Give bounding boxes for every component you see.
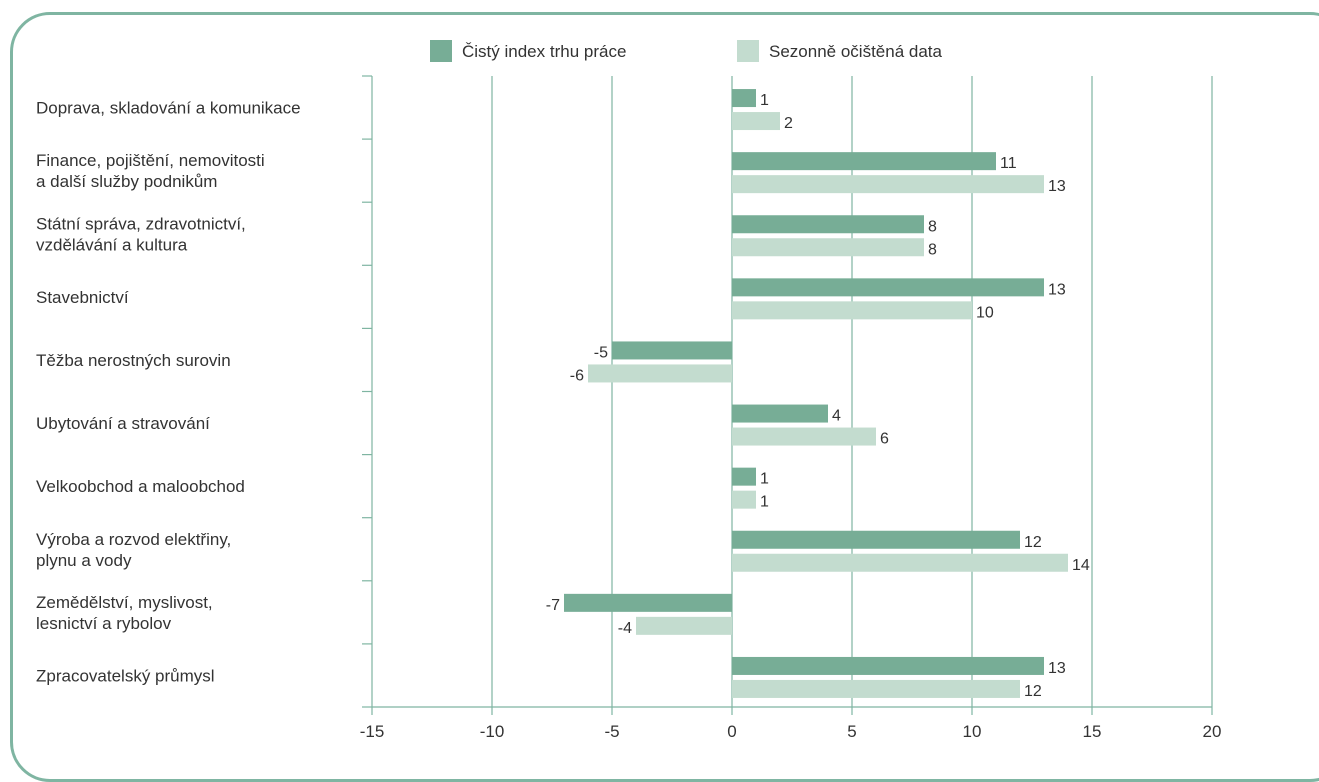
data-label: 8 xyxy=(928,241,937,258)
bar-index xyxy=(732,656,1044,675)
x-tick-label: 20 xyxy=(1203,722,1222,741)
category-label: Těžba nerostných surovin xyxy=(36,351,231,370)
category-label: Doprava, skladování a komunikace xyxy=(36,99,301,118)
category-label: Státní správa, zdravotnictví, xyxy=(36,214,246,233)
category-label: Zpracovatelský průmysl xyxy=(36,666,215,685)
bar-index xyxy=(564,593,732,612)
data-label: -5 xyxy=(594,344,608,361)
bar-index xyxy=(732,152,996,171)
category-label: a další služby podnikům xyxy=(36,172,217,191)
bar-index xyxy=(612,341,732,360)
bar-index xyxy=(732,215,924,234)
category-label: lesnictví a rybolov xyxy=(36,614,172,633)
category-label: vzdělávání a kultura xyxy=(36,235,188,254)
bar-index xyxy=(732,467,756,486)
data-label: 12 xyxy=(1024,683,1042,700)
x-tick-label: 0 xyxy=(727,722,736,741)
bar-chart: -15 -10 -5 0 5 10 15 20 Doprava, skladování a ko… xyxy=(36,40,1222,741)
bar-seasonal xyxy=(732,238,924,257)
category-label: Finance, pojištění, nemovitosti xyxy=(36,151,265,170)
x-tick-label: -10 xyxy=(480,722,505,741)
data-label: 4 xyxy=(832,408,841,425)
legend-swatch xyxy=(737,40,759,62)
x-tick-label: 10 xyxy=(963,722,982,741)
x-tick-label: -5 xyxy=(604,722,619,741)
data-label: 13 xyxy=(1048,178,1066,195)
data-label: 10 xyxy=(976,304,994,321)
bar-seasonal xyxy=(636,616,732,635)
legend-swatch xyxy=(430,40,452,62)
data-label: 2 xyxy=(784,115,793,132)
bar-seasonal xyxy=(732,490,756,509)
category-label: plynu a vody xyxy=(36,551,132,570)
data-label: -4 xyxy=(618,620,632,637)
bar-seasonal xyxy=(732,427,876,446)
category-label: Stavebnictví xyxy=(36,288,129,307)
bar-seasonal xyxy=(732,175,1044,194)
category-label: Výroba a rozvod elektřiny, xyxy=(36,530,231,549)
category-label: Velkoobchod a maloobchod xyxy=(36,477,245,496)
category-label: Ubytování a stravování xyxy=(36,414,210,433)
legend-label: Sezonně očištěná data xyxy=(769,42,943,61)
data-label: 1 xyxy=(760,92,769,109)
data-label: 12 xyxy=(1024,534,1042,551)
data-label: 1 xyxy=(760,494,769,511)
legend-label: Čistý index trhu práce xyxy=(462,42,626,61)
data-label: 13 xyxy=(1048,660,1066,677)
bar-seasonal xyxy=(732,679,1020,698)
data-label: 14 xyxy=(1072,557,1090,574)
bar-index xyxy=(732,530,1020,549)
data-label: 6 xyxy=(880,431,889,448)
data-label: 13 xyxy=(1048,281,1066,298)
bar-seasonal xyxy=(732,553,1068,572)
data-label: -6 xyxy=(570,367,584,384)
data-label: 8 xyxy=(928,218,937,235)
bar-seasonal xyxy=(732,112,780,131)
x-tick-label: -15 xyxy=(360,722,385,741)
bar-index xyxy=(732,278,1044,297)
bar-seasonal xyxy=(588,364,732,383)
bar-index xyxy=(732,89,756,108)
x-tick-label: 5 xyxy=(847,722,856,741)
data-label: 11 xyxy=(1000,155,1017,172)
category-label: Zemědělství, myslivost, xyxy=(36,593,213,612)
data-label: 1 xyxy=(760,471,769,488)
data-label: -7 xyxy=(546,597,560,614)
bar-seasonal xyxy=(732,301,972,320)
x-tick-label: 15 xyxy=(1083,722,1102,741)
bar-index xyxy=(732,404,828,423)
